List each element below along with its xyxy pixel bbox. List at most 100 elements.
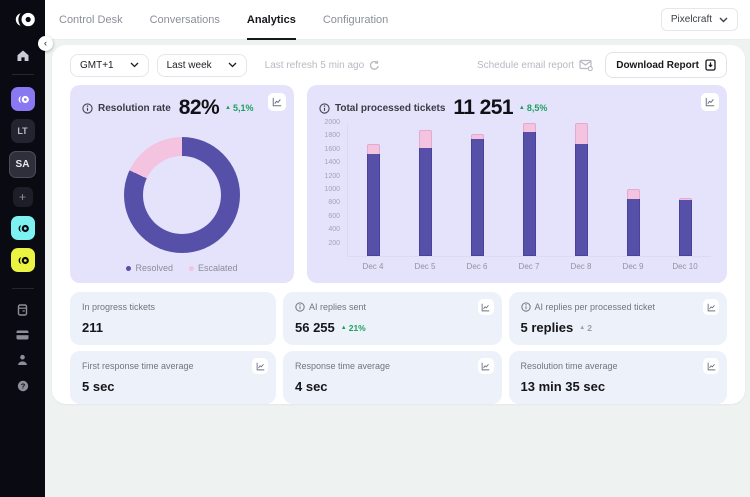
help-button[interactable]: ? <box>17 380 29 392</box>
sidebar-divider <box>11 74 34 75</box>
timezone-value: GMT+1 <box>80 59 114 71</box>
stat-card-resolution-time: Resolution time average 13 min 35 sec <box>508 351 727 404</box>
expand-chart-button[interactable] <box>701 93 719 111</box>
x-tick-label: Dec 8 <box>570 262 592 271</box>
account-name: Pixelcraft <box>670 14 712 25</box>
timezone-select[interactable]: GMT+1 <box>70 53 149 77</box>
stacked-bar <box>678 123 692 256</box>
line-chart-icon <box>481 303 490 311</box>
workspace-avatar-cyan[interactable] <box>10 216 35 240</box>
download-report-button[interactable]: Download Report <box>605 52 727 78</box>
home-button[interactable] <box>16 49 30 62</box>
line-chart-icon <box>256 362 264 370</box>
stacked-bar <box>574 123 588 256</box>
up-arrow-icon: ▲ <box>579 324 586 331</box>
line-chart-icon <box>707 362 715 370</box>
add-workspace-button[interactable]: + <box>12 187 33 207</box>
bar-slot <box>659 123 711 256</box>
notebook-button[interactable] <box>17 304 28 316</box>
resolution-rate-header: Resolution rate 82% ▲ 5,1% <box>82 96 282 120</box>
stacked-bar <box>626 123 640 256</box>
home-icon <box>17 50 28 61</box>
up-arrow-icon: ▲ <box>518 105 525 111</box>
date-range-select[interactable]: Last week <box>156 53 247 77</box>
help-icon: ? <box>17 380 28 392</box>
info-icon <box>520 302 531 312</box>
expand-chart-button[interactable] <box>477 358 494 374</box>
top-nav: Control Desk Conversations Analytics Con… <box>45 0 750 40</box>
stat-label: Resolution time average <box>520 361 618 371</box>
bar-chart-plot <box>347 123 711 257</box>
expand-chart-button[interactable] <box>703 299 719 315</box>
stat-label: AI replies per processed ticket <box>520 302 716 312</box>
stat-card-ai-replies-per-ticket: AI replies per processed ticket 5 replie… <box>508 292 727 345</box>
account-menu-button[interactable]: Pixelcraft <box>660 8 738 31</box>
legend-item-escalated: Escalated <box>189 263 238 273</box>
workspace-avatar-lt[interactable]: LT <box>10 119 35 143</box>
tab-configuration[interactable]: Configuration <box>323 0 388 40</box>
info-icon <box>82 102 93 114</box>
bar-slot <box>452 123 504 256</box>
y-tick-label: 1800 <box>324 132 340 140</box>
bar-slot <box>555 123 607 256</box>
billing-button[interactable] <box>16 330 29 340</box>
y-tick-label: 200 <box>328 239 340 247</box>
x-tick-label: Dec 5 <box>414 262 436 271</box>
donut-legend: Resolved Escalated <box>70 263 294 273</box>
schedule-email-label: Schedule email report <box>476 59 575 71</box>
download-report-label: Download Report <box>616 59 699 71</box>
pixelcraft-logo-icon <box>18 256 29 264</box>
resolved-dot <box>126 265 132 271</box>
credit-card-icon <box>16 330 29 340</box>
resolved-segment <box>626 199 640 256</box>
bar-slot <box>400 123 452 256</box>
total-tickets-title: Total processed tickets <box>335 102 446 114</box>
collapse-sidebar-button[interactable]: ‹ <box>38 36 53 51</box>
expand-chart-button[interactable] <box>252 358 268 374</box>
tab-analytics[interactable]: Analytics <box>247 0 296 40</box>
line-chart-icon <box>481 362 490 370</box>
stat-value: 13 min 35 sec <box>520 379 606 394</box>
stat-card-in-progress: In progress tickets 211 <box>70 292 276 345</box>
stat-delta: ▲ 2 <box>579 322 592 333</box>
resolved-segment <box>574 143 588 256</box>
stat-value: 5 replies ▲ 2 <box>520 320 592 335</box>
workspace-avatar-sa[interactable]: SA <box>9 151 36 178</box>
stacked-bar <box>419 123 433 256</box>
escalated-segment <box>574 123 588 144</box>
expand-chart-button[interactable] <box>703 358 719 374</box>
tab-control-desk[interactable]: Control Desk <box>59 0 123 40</box>
pixelcraft-logo-icon <box>18 95 29 103</box>
toolbar-right: Schedule email report Download Report <box>477 52 727 78</box>
stats-grid: In progress tickets 211 AI replies sent <box>70 292 727 404</box>
workspace-avatar-yellow[interactable] <box>10 248 35 272</box>
refresh-icon[interactable] <box>369 60 380 71</box>
x-tick-label: Dec 10 <box>672 262 698 271</box>
last-refresh-status: Last refresh 5 min ago <box>265 60 381 71</box>
x-tick-label: Dec 9 <box>622 262 644 271</box>
workspace-avatar-pixelcraft[interactable] <box>10 87 35 111</box>
sidebar-divider <box>11 288 34 289</box>
profile-button[interactable] <box>17 354 28 366</box>
expand-chart-button[interactable] <box>477 299 494 315</box>
escalated-dot <box>189 265 194 271</box>
escalated-segment <box>419 130 433 148</box>
total-tickets-header: Total processed tickets 11 251 ▲ 8,5% <box>319 96 715 120</box>
stat-value: 5 sec <box>82 379 115 394</box>
email-schedule-icon <box>579 59 594 71</box>
schedule-email-report-button[interactable]: Schedule email report <box>476 59 594 71</box>
date-range-value: Last week <box>166 59 212 71</box>
bar-slot <box>348 123 400 256</box>
expand-chart-button[interactable] <box>268 93 286 111</box>
svg-text:?: ? <box>20 382 25 391</box>
info-icon <box>295 302 305 312</box>
stat-card-ai-replies-sent: AI replies sent 56 255 ▲ 21% <box>283 292 502 345</box>
tab-conversations[interactable]: Conversations <box>150 0 220 40</box>
stat-label: AI replies sent <box>295 302 490 312</box>
stat-card-first-response-time: First response time average 5 sec <box>70 351 276 404</box>
person-icon <box>18 354 27 365</box>
download-file-icon <box>705 59 716 71</box>
up-arrow-icon: ▲ <box>225 105 231 111</box>
resolution-rate-donut-chart <box>124 137 240 253</box>
stat-value: 56 255 ▲ 21% <box>295 320 366 335</box>
